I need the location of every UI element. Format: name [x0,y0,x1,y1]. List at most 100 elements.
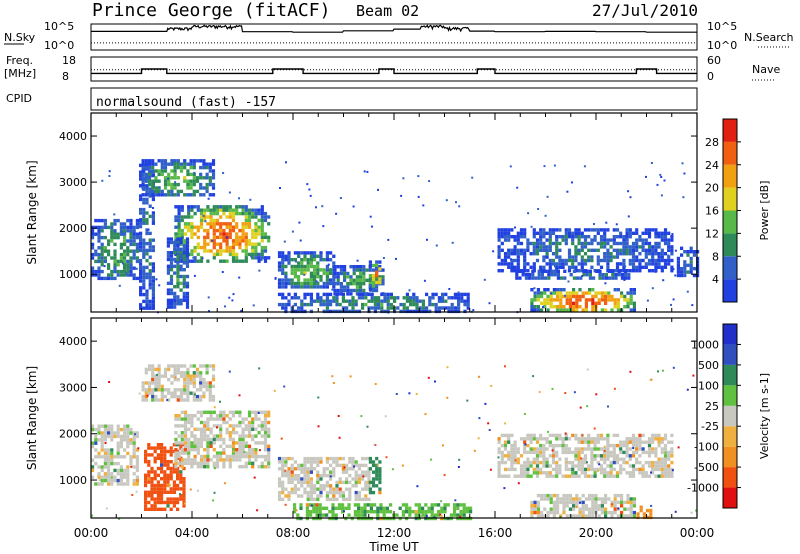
velocity-cell [116,427,120,432]
power-cell [368,282,372,286]
power-cell [591,308,595,312]
velocity-cell [153,507,157,511]
velocity-cell [309,463,313,468]
power-cell [145,299,149,304]
power-cell [238,242,242,246]
velocity-cell [305,503,309,507]
power-speck [158,284,161,287]
power-cell [180,208,184,212]
power-cell [540,273,544,277]
velocity-cell [107,427,111,432]
velocity-cell [574,464,578,468]
power-cell [205,186,209,190]
power-cell [141,186,145,190]
velocity-cell [196,465,200,469]
velocity-cell [433,503,437,507]
velocity-cell [156,480,160,484]
power-cell [126,239,130,243]
velocity-cell [513,447,517,451]
velocity-cell [459,510,463,514]
power-cell [497,252,501,256]
velocity-speck [238,394,241,397]
velocity-cell [190,414,194,418]
velocity-cell [319,456,323,461]
velocity-cell [209,437,213,442]
velocity-cell [635,440,639,444]
power-cell [309,271,313,275]
power-cell [91,269,95,274]
power-cell [547,269,551,273]
power-cell [654,269,658,273]
power-cell [339,282,343,286]
power-cell [604,308,608,312]
power-cell [510,235,514,239]
velocity-cell [182,497,186,501]
power-cell [107,263,111,267]
velocity-cell [414,513,418,517]
power-cell [139,221,143,225]
power-cell [173,244,177,248]
velocity-cell [587,464,591,468]
velocity-cell [199,465,204,469]
velocity-cell [193,444,197,448]
velocity-cell [215,454,220,459]
power-cell [562,288,566,292]
velocity-cell [123,438,127,442]
velocity-cell [588,514,592,518]
power-cell [222,249,226,253]
power-cell [361,292,365,297]
power-cell [91,252,95,257]
velocity-cell [190,420,194,425]
velocity-cell [510,450,514,455]
power-cell [532,228,536,232]
power-cell [185,302,190,306]
power-cell [507,252,511,256]
power-cell [575,308,579,312]
power-cell [287,299,291,303]
power-cell [663,241,668,246]
power-cell [277,268,282,272]
power-cell [176,278,180,282]
velocity-cell [411,510,415,514]
power-cell [235,211,239,216]
power-cell [583,252,588,256]
velocity-cell [638,471,642,475]
velocity-cell [187,420,191,425]
power-cell [556,276,560,280]
power-cell [209,218,213,223]
velocity-cell [94,482,98,486]
power-cell [415,306,419,310]
velocity-cell [341,490,345,495]
power-cell [225,242,229,246]
power-cell [367,292,371,297]
velocity-cell [513,440,517,444]
velocity-cell [277,490,282,495]
power-cell [297,281,301,286]
velocity-cell [335,480,339,485]
power-speck [674,274,677,277]
power-cell [367,299,371,303]
power-cell [319,296,323,300]
velocity-cell [169,466,173,471]
power-cell [622,269,626,273]
velocity-ytick-label: 2000 [59,428,87,441]
velocity-cell [179,470,183,474]
velocity-cell [157,364,161,368]
velocity-cell [615,433,620,438]
power-cell [211,169,216,173]
power-speck [377,188,379,191]
power-speck [400,194,403,197]
power-cell [651,269,655,273]
power-cell [309,292,313,297]
velocity-cell [600,497,604,501]
velocity-cell [91,465,95,469]
velocity-cell [177,454,181,459]
velocity-cell [189,364,193,368]
power-cell [100,249,104,253]
velocity-cell [199,377,203,382]
power-cell [667,255,671,259]
power-cell [151,303,155,307]
velocity-cell [113,434,117,439]
velocity-speck [283,385,286,388]
power-cell [629,291,633,295]
